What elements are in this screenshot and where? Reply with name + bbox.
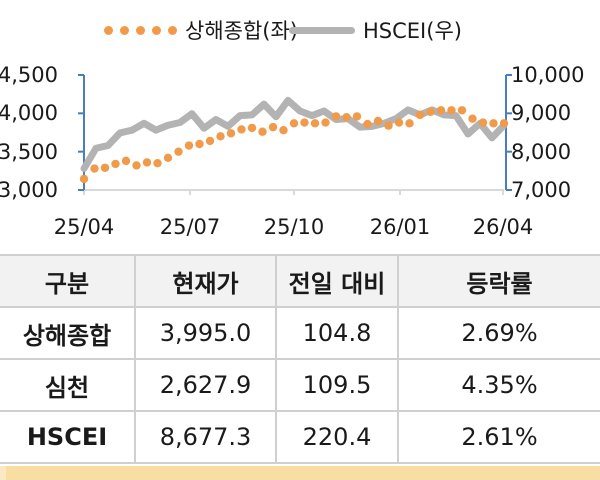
legend-item-shanghai: 상해종합(좌) bbox=[104, 12, 298, 48]
dotted-line-swatch-icon bbox=[104, 25, 177, 35]
table-row: 상해종합 3,995.0 104.8 2.69% bbox=[0, 306, 600, 360]
right-axis-tick: 10,000 bbox=[511, 63, 585, 87]
legend-label-shanghai: 상해종합(좌) bbox=[185, 19, 298, 43]
row-rate: 2.69% bbox=[397, 306, 600, 360]
row-change: 104.8 bbox=[275, 306, 399, 360]
legend-label-hscei: HSCEI(우) bbox=[363, 19, 462, 43]
row-rate: 2.61% bbox=[397, 410, 600, 464]
index-table: 구분 현재가 전일 대비 등락률 상해종합 3,995.0 104.8 2.69… bbox=[0, 254, 600, 464]
row-change: 220.4 bbox=[275, 410, 399, 464]
table-row: 심천 2,627.9 109.5 4.35% bbox=[0, 358, 600, 412]
row-price: 2,627.9 bbox=[134, 358, 277, 412]
table-row: HSCEI 8,677.3 220.4 2.61% bbox=[0, 410, 600, 464]
row-change: 109.5 bbox=[275, 358, 399, 412]
left-axis-tick: 4,500 bbox=[0, 63, 58, 87]
left-axis-tick: 3,500 bbox=[0, 140, 58, 164]
x-axis-tick: 25/10 bbox=[263, 215, 325, 239]
header-change: 전일 대비 bbox=[275, 254, 399, 308]
x-axis-tick: 26/04 bbox=[472, 215, 534, 239]
table-header-row: 구분 현재가 전일 대비 등락률 bbox=[0, 254, 600, 308]
x-axis-tick: 26/01 bbox=[369, 215, 431, 239]
chart-plot-area bbox=[78, 74, 512, 195]
row-rate: 4.35% bbox=[397, 358, 600, 412]
header-price: 현재가 bbox=[134, 254, 277, 308]
legend-item-hscei: HSCEI(우) bbox=[289, 12, 462, 48]
right-axis-tick: 7,000 bbox=[511, 178, 572, 202]
right-axis-tick: 8,000 bbox=[511, 140, 572, 164]
x-axis-tick: 25/07 bbox=[159, 215, 221, 239]
footer-highlight-bar bbox=[0, 466, 600, 480]
x-axis-tick: 25/04 bbox=[53, 215, 115, 239]
header-rate: 등락률 bbox=[397, 254, 600, 308]
row-price: 3,995.0 bbox=[134, 306, 277, 360]
left-axis-tick: 4,000 bbox=[0, 101, 58, 125]
row-price: 8,677.3 bbox=[134, 410, 277, 464]
row-name: 심천 bbox=[0, 358, 136, 412]
solid-line-swatch-icon bbox=[289, 26, 355, 34]
left-axis-tick: 3,000 bbox=[0, 178, 58, 202]
header-category: 구분 bbox=[0, 254, 136, 308]
chart-legend: 상해종합(좌) HSCEI(우) bbox=[0, 12, 600, 48]
right-axis-tick: 9,000 bbox=[511, 101, 572, 125]
row-name: 상해종합 bbox=[0, 306, 136, 360]
line-chart: 4,500 4,000 3,500 3,000 10,000 9,000 8,0… bbox=[0, 55, 600, 245]
row-name: HSCEI bbox=[0, 410, 136, 464]
